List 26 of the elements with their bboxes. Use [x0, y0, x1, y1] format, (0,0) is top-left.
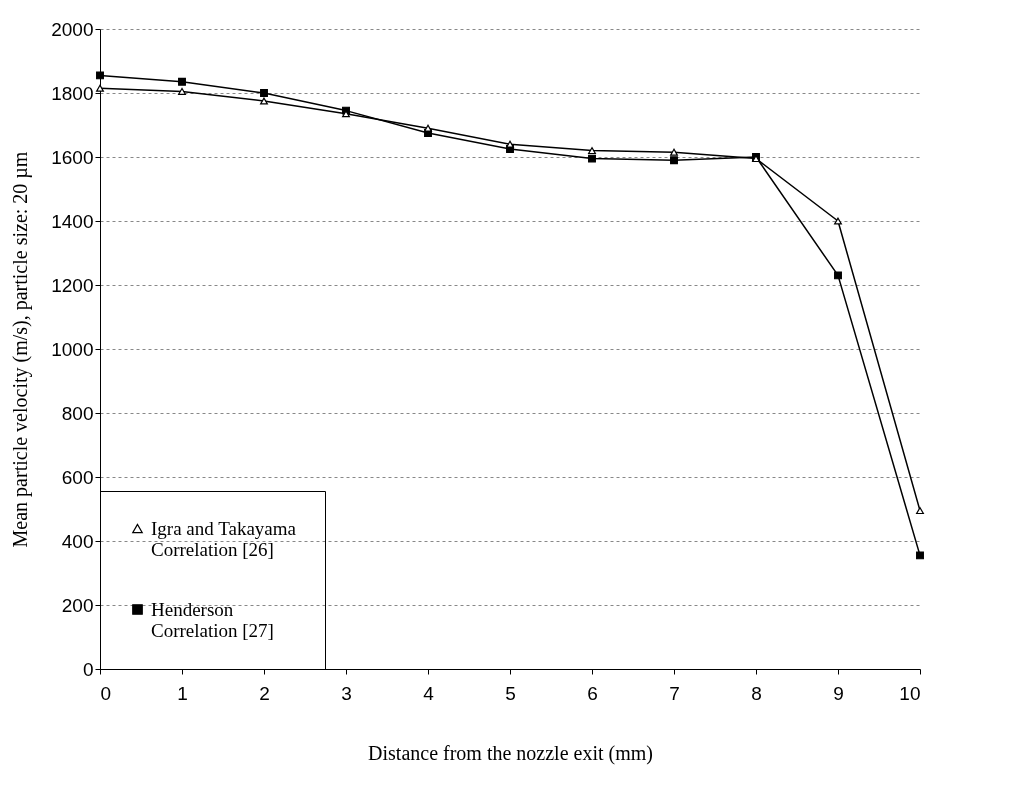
x-tick-label: 2 [259, 682, 270, 704]
legend-label: Henderson Correlation [27] [151, 598, 274, 641]
y-tick-label: 600 [61, 466, 94, 488]
x-tick-label: 10 [899, 682, 921, 704]
x-tick-label: 5 [505, 682, 516, 704]
y-tick-label: 1000 [51, 338, 94, 360]
y-tick-label: 1200 [51, 274, 94, 296]
x-tick-label: 0 [100, 682, 112, 704]
x-tick-label: 4 [423, 682, 435, 704]
x-tick-label: 1 [177, 682, 188, 704]
y-tick-label: 1400 [51, 210, 94, 232]
y-tick-label: 400 [61, 530, 94, 552]
y-tick-label: 2000 [51, 18, 94, 40]
x-tick-label: 6 [587, 682, 598, 704]
y-tick-label: 0 [82, 658, 94, 680]
x-tick-label: 8 [751, 682, 762, 704]
y-tick-label: 1600 [51, 146, 94, 168]
y-tick-label: 200 [61, 594, 94, 616]
x-tick-label: 3 [341, 682, 352, 704]
y-tick-label: 800 [61, 402, 94, 424]
y-tick-label: 1800 [51, 82, 94, 104]
y-axis-title: Mean particle velocity (m/s), particle size: 20 µm [9, 151, 33, 548]
x-tick-label: 9 [833, 682, 844, 704]
legend-label: Igra and Takayama Correlation [26] [151, 517, 297, 560]
x-axis-title: Distance from the nozzle exit (mm) [368, 741, 653, 765]
x-tick-label: 7 [669, 682, 680, 704]
